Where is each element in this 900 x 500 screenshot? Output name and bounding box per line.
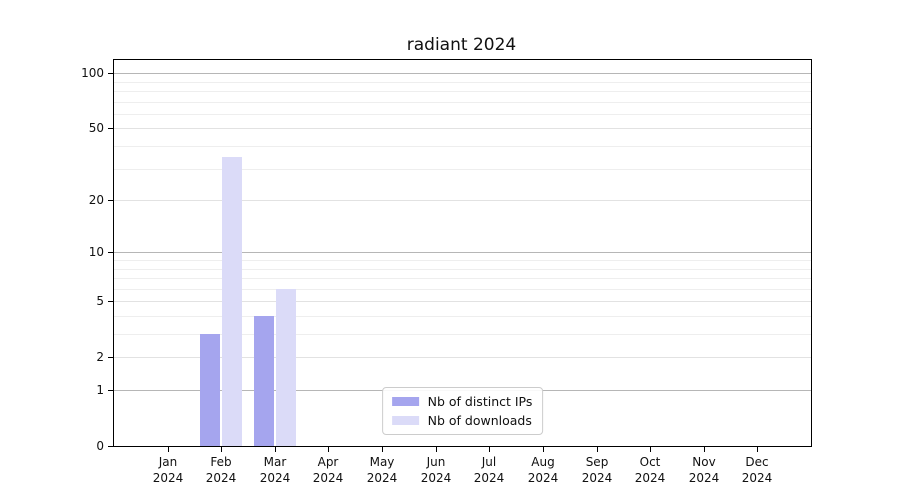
x-tick-label: Jun 2024 <box>404 454 468 486</box>
gridline-y-7 <box>114 278 811 279</box>
gridline-y-5 <box>114 301 811 302</box>
x-tick-label-year: 2024 <box>152 471 184 485</box>
y-tick-mark <box>108 73 113 74</box>
gridline-y-100 <box>114 73 811 74</box>
y-tick-label: 1 <box>96 383 104 397</box>
y-tick-label: 20 <box>88 193 104 207</box>
x-tick-mark <box>757 447 758 452</box>
y-tick-mark <box>108 446 113 447</box>
x-tick-label-year: 2024 <box>581 471 613 485</box>
gridline-y-10 <box>114 252 811 253</box>
x-tick-label-year: 2024 <box>366 471 398 485</box>
legend-swatch <box>391 416 419 425</box>
x-tick-label-year: 2024 <box>205 471 237 485</box>
legend-label: Nb of distinct IPs <box>427 394 533 409</box>
x-tick-label: Mar 2024 <box>243 454 307 486</box>
gridline-y-60 <box>114 114 811 115</box>
x-tick-label-month: Sep <box>585 455 609 469</box>
x-tick-label: Apr 2024 <box>296 454 360 486</box>
x-tick-mark <box>436 447 437 452</box>
x-tick-label-year: 2024 <box>634 471 666 485</box>
x-tick-label-year: 2024 <box>741 471 773 485</box>
y-tick-mark <box>108 301 113 302</box>
x-tick-label-month: Feb <box>210 455 232 469</box>
x-tick-mark <box>650 447 651 452</box>
x-tick-label-month: Nov <box>692 455 716 469</box>
legend-label: Nb of downloads <box>427 413 532 428</box>
x-tick-label-month: Jun <box>426 455 446 469</box>
x-tick-label-year: 2024 <box>312 471 344 485</box>
x-tick-label-month: May <box>369 455 395 469</box>
legend: Nb of distinct IPs Nb of downloads <box>381 387 544 435</box>
x-tick-label-month: Mar <box>263 455 287 469</box>
x-tick-label: Aug 2024 <box>511 454 575 486</box>
bar <box>276 289 296 446</box>
x-tick-mark <box>597 447 598 452</box>
gridline-y-3 <box>114 334 811 335</box>
x-tick-mark <box>328 447 329 452</box>
x-tick-label-year: 2024 <box>688 471 720 485</box>
y-tick-label: 5 <box>96 294 104 308</box>
x-tick-label-year: 2024 <box>473 471 505 485</box>
y-tick-label: 0 <box>96 439 104 453</box>
gridline-y-8 <box>114 269 811 270</box>
x-tick-label: Jan 2024 <box>136 454 200 486</box>
x-tick-label: May 2024 <box>350 454 414 486</box>
y-tick-mark <box>108 390 113 391</box>
x-tick-label-month: Jan <box>158 455 178 469</box>
x-tick-mark <box>221 447 222 452</box>
plot-area: Nb of distinct IPs Nb of downloads <box>113 59 812 447</box>
x-tick-mark <box>275 447 276 452</box>
legend-item: Nb of downloads <box>391 413 533 428</box>
gridline-y-40 <box>114 146 811 147</box>
y-tick-label: 50 <box>88 121 104 135</box>
x-tick-label-month: Dec <box>745 455 769 469</box>
x-tick-mark <box>168 447 169 452</box>
x-tick-label: Nov 2024 <box>672 454 736 486</box>
gridline-y-20 <box>114 200 811 201</box>
y-tick-mark <box>108 200 113 201</box>
gridline-y-50 <box>114 128 811 129</box>
x-tick-label-year: 2024 <box>259 471 291 485</box>
gridline-y-4 <box>114 316 811 317</box>
x-tick-label: Jul 2024 <box>457 454 521 486</box>
x-tick-mark <box>704 447 705 452</box>
x-tick-label-month: Jul <box>481 455 497 469</box>
y-tick-label: 2 <box>96 350 104 364</box>
x-tick-label-year: 2024 <box>527 471 559 485</box>
x-tick-label: Sep 2024 <box>565 454 629 486</box>
bar <box>254 316 274 446</box>
gridline-y-80 <box>114 91 811 92</box>
gridline-y-70 <box>114 102 811 103</box>
x-tick-label-month: Apr <box>317 455 339 469</box>
y-tick-mark <box>108 252 113 253</box>
x-tick-mark <box>543 447 544 452</box>
x-tick-label-month: Aug <box>531 455 555 469</box>
chart-title: radiant 2024 <box>406 35 517 55</box>
gridline-y-6 <box>114 289 811 290</box>
legend-item: Nb of distinct IPs <box>391 394 533 409</box>
x-tick-label: Oct 2024 <box>618 454 682 486</box>
bar <box>222 157 242 446</box>
x-tick-label-month: Oct <box>639 455 661 469</box>
bar <box>200 334 220 446</box>
gridline-y-2 <box>114 357 811 358</box>
gridline-y-30 <box>114 169 811 170</box>
x-tick-mark <box>382 447 383 452</box>
gridline-y-9 <box>114 260 811 261</box>
y-tick-label: 100 <box>81 66 104 80</box>
y-tick-label: 10 <box>88 245 104 259</box>
x-tick-label: Dec 2024 <box>725 454 789 486</box>
y-tick-mark <box>108 128 113 129</box>
x-tick-label: Feb 2024 <box>189 454 253 486</box>
x-tick-label-year: 2024 <box>420 471 452 485</box>
y-tick-mark <box>108 357 113 358</box>
gridline-y-90 <box>114 82 811 83</box>
legend-swatch <box>391 397 419 406</box>
x-tick-mark <box>489 447 490 452</box>
